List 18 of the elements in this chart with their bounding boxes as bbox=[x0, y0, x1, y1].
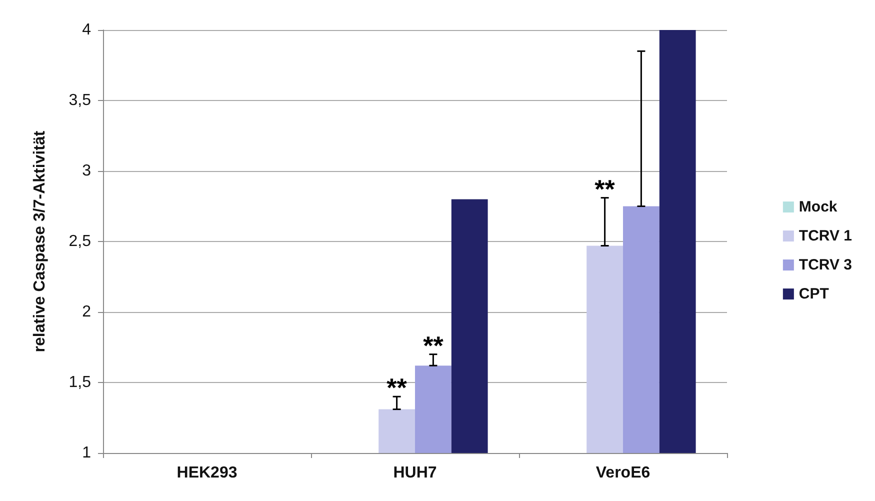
annotation: ** bbox=[386, 372, 408, 403]
y-tick-label: 2,5 bbox=[68, 233, 92, 250]
legend-label: CPT bbox=[798, 286, 829, 302]
y-tick-label: 1 bbox=[82, 444, 92, 462]
y-tick-label: 3 bbox=[82, 162, 92, 180]
y-axis-title: relative Caspase 3/7-Aktivität bbox=[32, 130, 48, 352]
x-tick-label: HUH7 bbox=[393, 464, 437, 482]
y-tick-label: 3,5 bbox=[68, 92, 92, 109]
legend-label: TCRV 1 bbox=[798, 228, 852, 244]
legend-label: TCRV 3 bbox=[798, 256, 852, 274]
annotation: ** bbox=[423, 330, 444, 360]
y-tick-label: 2 bbox=[82, 304, 92, 320]
y-tick-label: 1,5 bbox=[68, 374, 92, 391]
x-tick-label: HEK293 bbox=[176, 464, 238, 482]
y-tick-label: 4 bbox=[82, 22, 92, 38]
x-tick-label: VeroE6 bbox=[596, 464, 650, 482]
legend-label: Mock bbox=[798, 198, 838, 216]
annotation: ** bbox=[594, 174, 616, 204]
